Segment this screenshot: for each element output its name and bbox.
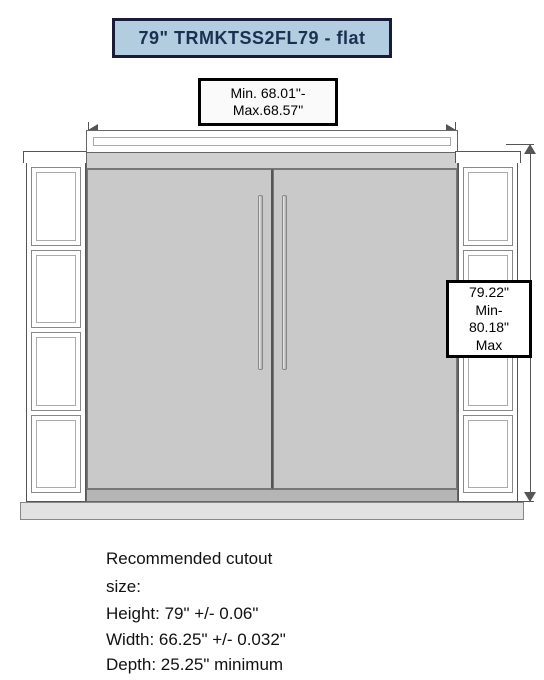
- cutout-height: Height: 79" +/- 0.06": [106, 601, 286, 627]
- left-door: [87, 169, 273, 489]
- width-dimension-callout: Min. 68.01"- Max.68.57": [198, 78, 338, 126]
- product-title-text: 79" TRMKTSS2FL79 - flat: [138, 28, 365, 49]
- left-handle: [258, 195, 263, 370]
- top-trim-panel: [87, 131, 457, 153]
- right-door: [273, 169, 458, 489]
- height-min-label: Min-: [475, 302, 502, 320]
- top-trim-bar: [87, 153, 457, 169]
- toe-kick: [87, 489, 457, 501]
- height-min-value: 79.22": [469, 284, 509, 302]
- refrigerator-assembly: [86, 130, 458, 502]
- height-max-label: Max: [476, 337, 502, 355]
- door-pair: [87, 169, 457, 489]
- left-cabinet: [26, 162, 86, 502]
- floor-baseboard: [20, 502, 524, 520]
- height-dimension-callout: 79.22" Min- 80.18" Max: [446, 280, 532, 358]
- right-handle: [282, 195, 287, 370]
- cutout-width: Width: 66.25" +/- 0.032": [106, 627, 286, 653]
- product-title-box: 79" TRMKTSS2FL79 - flat: [112, 18, 392, 58]
- cutout-specifications: Recommended cutout size: Height: 79" +/-…: [106, 546, 286, 678]
- width-min-label: Min. 68.01"-: [230, 85, 305, 103]
- cutout-depth: Depth: 25.25" minimum: [106, 652, 286, 678]
- width-max-label: Max.68.57": [233, 102, 303, 120]
- cutout-heading-2: size:: [106, 574, 286, 600]
- cutout-heading-1: Recommended cutout: [106, 546, 286, 572]
- height-max-value: 80.18": [469, 319, 509, 337]
